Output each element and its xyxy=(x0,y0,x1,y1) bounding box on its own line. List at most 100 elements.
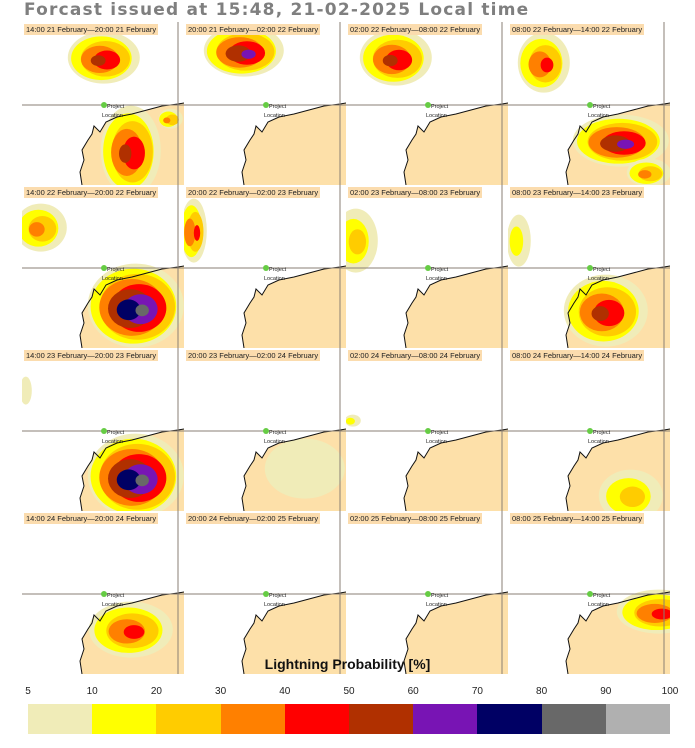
map: Project Location xyxy=(346,22,508,185)
land-area xyxy=(242,103,346,185)
forecast-panel: Project Location 14:00 23 February—20:00 2… xyxy=(22,348,184,511)
project-location-marker xyxy=(587,591,593,597)
coastline xyxy=(241,428,346,511)
panel-time-label: 14:00 24 February—20:00 24 February xyxy=(24,513,159,524)
panel-time-label: 20:00 24 February—02:00 25 February xyxy=(186,513,321,524)
project-location-marker xyxy=(263,428,269,434)
colorbar-segment xyxy=(413,704,478,734)
colorbar-tick: 40 xyxy=(279,686,291,697)
colorbar-segment xyxy=(220,704,285,734)
project-location-label: Location xyxy=(426,276,447,282)
land-area xyxy=(404,592,508,674)
panel-time-label: 02:00 25 February—08:00 25 February xyxy=(348,513,483,524)
map: Project Location xyxy=(22,348,184,511)
colorbar-segment xyxy=(541,704,606,734)
coastline xyxy=(403,591,508,674)
land-area xyxy=(242,266,346,348)
colorbar-tick: 30 xyxy=(215,686,227,697)
coastline xyxy=(565,102,670,185)
project-location-label: Location xyxy=(588,113,609,119)
colorbar-segment xyxy=(349,704,414,734)
map: Project Location xyxy=(508,22,670,185)
probability-contour xyxy=(90,55,106,66)
probability-contour xyxy=(184,218,196,247)
probability-contour xyxy=(116,469,141,491)
coastline xyxy=(241,591,346,674)
coastline xyxy=(241,102,346,185)
coastline xyxy=(79,591,184,674)
colorbar-segment xyxy=(92,704,157,734)
probability-contour xyxy=(135,304,149,317)
probability-contour xyxy=(22,376,32,405)
coastline xyxy=(79,265,184,348)
probability-contour xyxy=(509,226,524,256)
land-area xyxy=(404,103,508,185)
project-location-label: Project xyxy=(107,104,125,110)
project-location-label: Location xyxy=(102,602,123,608)
project-location-label: Location xyxy=(264,439,285,445)
panel-time-label: 02:00 24 February—08:00 24 February xyxy=(348,350,483,361)
probability-contour xyxy=(382,54,398,67)
probability-contour xyxy=(241,49,256,59)
map: Project Location xyxy=(184,185,346,348)
probability-contour xyxy=(591,306,609,322)
project-location-label: Project xyxy=(431,267,449,273)
project-location-label: Project xyxy=(269,430,287,436)
map: Project Location xyxy=(346,348,508,511)
panel-time-label: 14:00 23 February—20:00 23 February xyxy=(24,350,159,361)
project-location-label: Location xyxy=(102,276,123,282)
coastline xyxy=(241,265,346,348)
map: Project Location xyxy=(508,348,670,511)
forecast-panel: Project Location 08:00 23 February—14:00 2… xyxy=(508,185,670,348)
project-location-label: Project xyxy=(107,267,125,273)
colorbar-tick: 5 xyxy=(25,686,31,697)
probability-contour xyxy=(348,229,367,255)
colorbar-title: Lightning Probability [%] xyxy=(264,656,431,672)
panel-time-label: 14:00 21 February—20:00 21 February xyxy=(24,24,159,35)
colorbar-tick: 90 xyxy=(600,686,612,697)
project-location-label: Project xyxy=(269,267,287,273)
project-location-marker xyxy=(425,591,431,597)
forecast-panel: Project Location 20:00 24 February—02:00 2… xyxy=(184,511,346,674)
panel-time-label: 08:00 24 February—14:00 24 February xyxy=(510,350,645,361)
map: Project Location xyxy=(346,185,508,348)
project-location-label: Location xyxy=(588,439,609,445)
project-location-marker xyxy=(425,265,431,271)
project-location-marker xyxy=(587,428,593,434)
project-location-label: Location xyxy=(102,439,123,445)
project-location-marker xyxy=(425,102,431,108)
probability-contour xyxy=(28,222,45,237)
coastline xyxy=(403,102,508,185)
project-location-marker xyxy=(263,591,269,597)
panel-time-label: 08:00 22 February—14:00 22 February xyxy=(510,24,645,35)
project-location-marker xyxy=(425,428,431,434)
panel-time-label: 20:00 22 February—02:00 23 February xyxy=(186,187,321,198)
forecast-panel: Project Location 02:00 24 February—08:00 2… xyxy=(346,348,508,511)
coastline xyxy=(79,102,184,185)
forecast-panel: Project Location 14:00 22 February—20:00 2… xyxy=(22,185,184,348)
project-location-label: Project xyxy=(431,593,449,599)
probability-contour xyxy=(119,144,132,163)
colorbar-segment xyxy=(28,704,93,734)
project-location-label: Location xyxy=(264,276,285,282)
map: Project Location xyxy=(184,511,346,674)
project-location-label: Location xyxy=(102,113,123,119)
forecast-panel: Project Location 02:00 22 February—08:00 2… xyxy=(346,22,508,185)
forecast-title: Forcast issued at 15:48, 21-02-2025 Loca… xyxy=(24,0,530,20)
project-location-label: Location xyxy=(426,602,447,608)
probability-contour xyxy=(617,139,635,149)
project-location-marker xyxy=(101,428,107,434)
probability-contour xyxy=(540,57,554,73)
project-location-label: Location xyxy=(426,439,447,445)
map: Project Location xyxy=(22,185,184,348)
map: Project Location xyxy=(184,22,346,185)
project-location-label: Project xyxy=(593,593,611,599)
colorbar-tick: 20 xyxy=(150,686,162,697)
land-area xyxy=(404,266,508,348)
project-location-label: Location xyxy=(264,602,285,608)
forecast-panel: Project Location 08:00 24 February—14:00 2… xyxy=(508,348,670,511)
forecast-panel: Project Location 20:00 23 February—02:00 2… xyxy=(184,348,346,511)
colorbar-segment xyxy=(156,704,221,734)
coastline xyxy=(403,265,508,348)
map: Project Location xyxy=(346,511,508,674)
